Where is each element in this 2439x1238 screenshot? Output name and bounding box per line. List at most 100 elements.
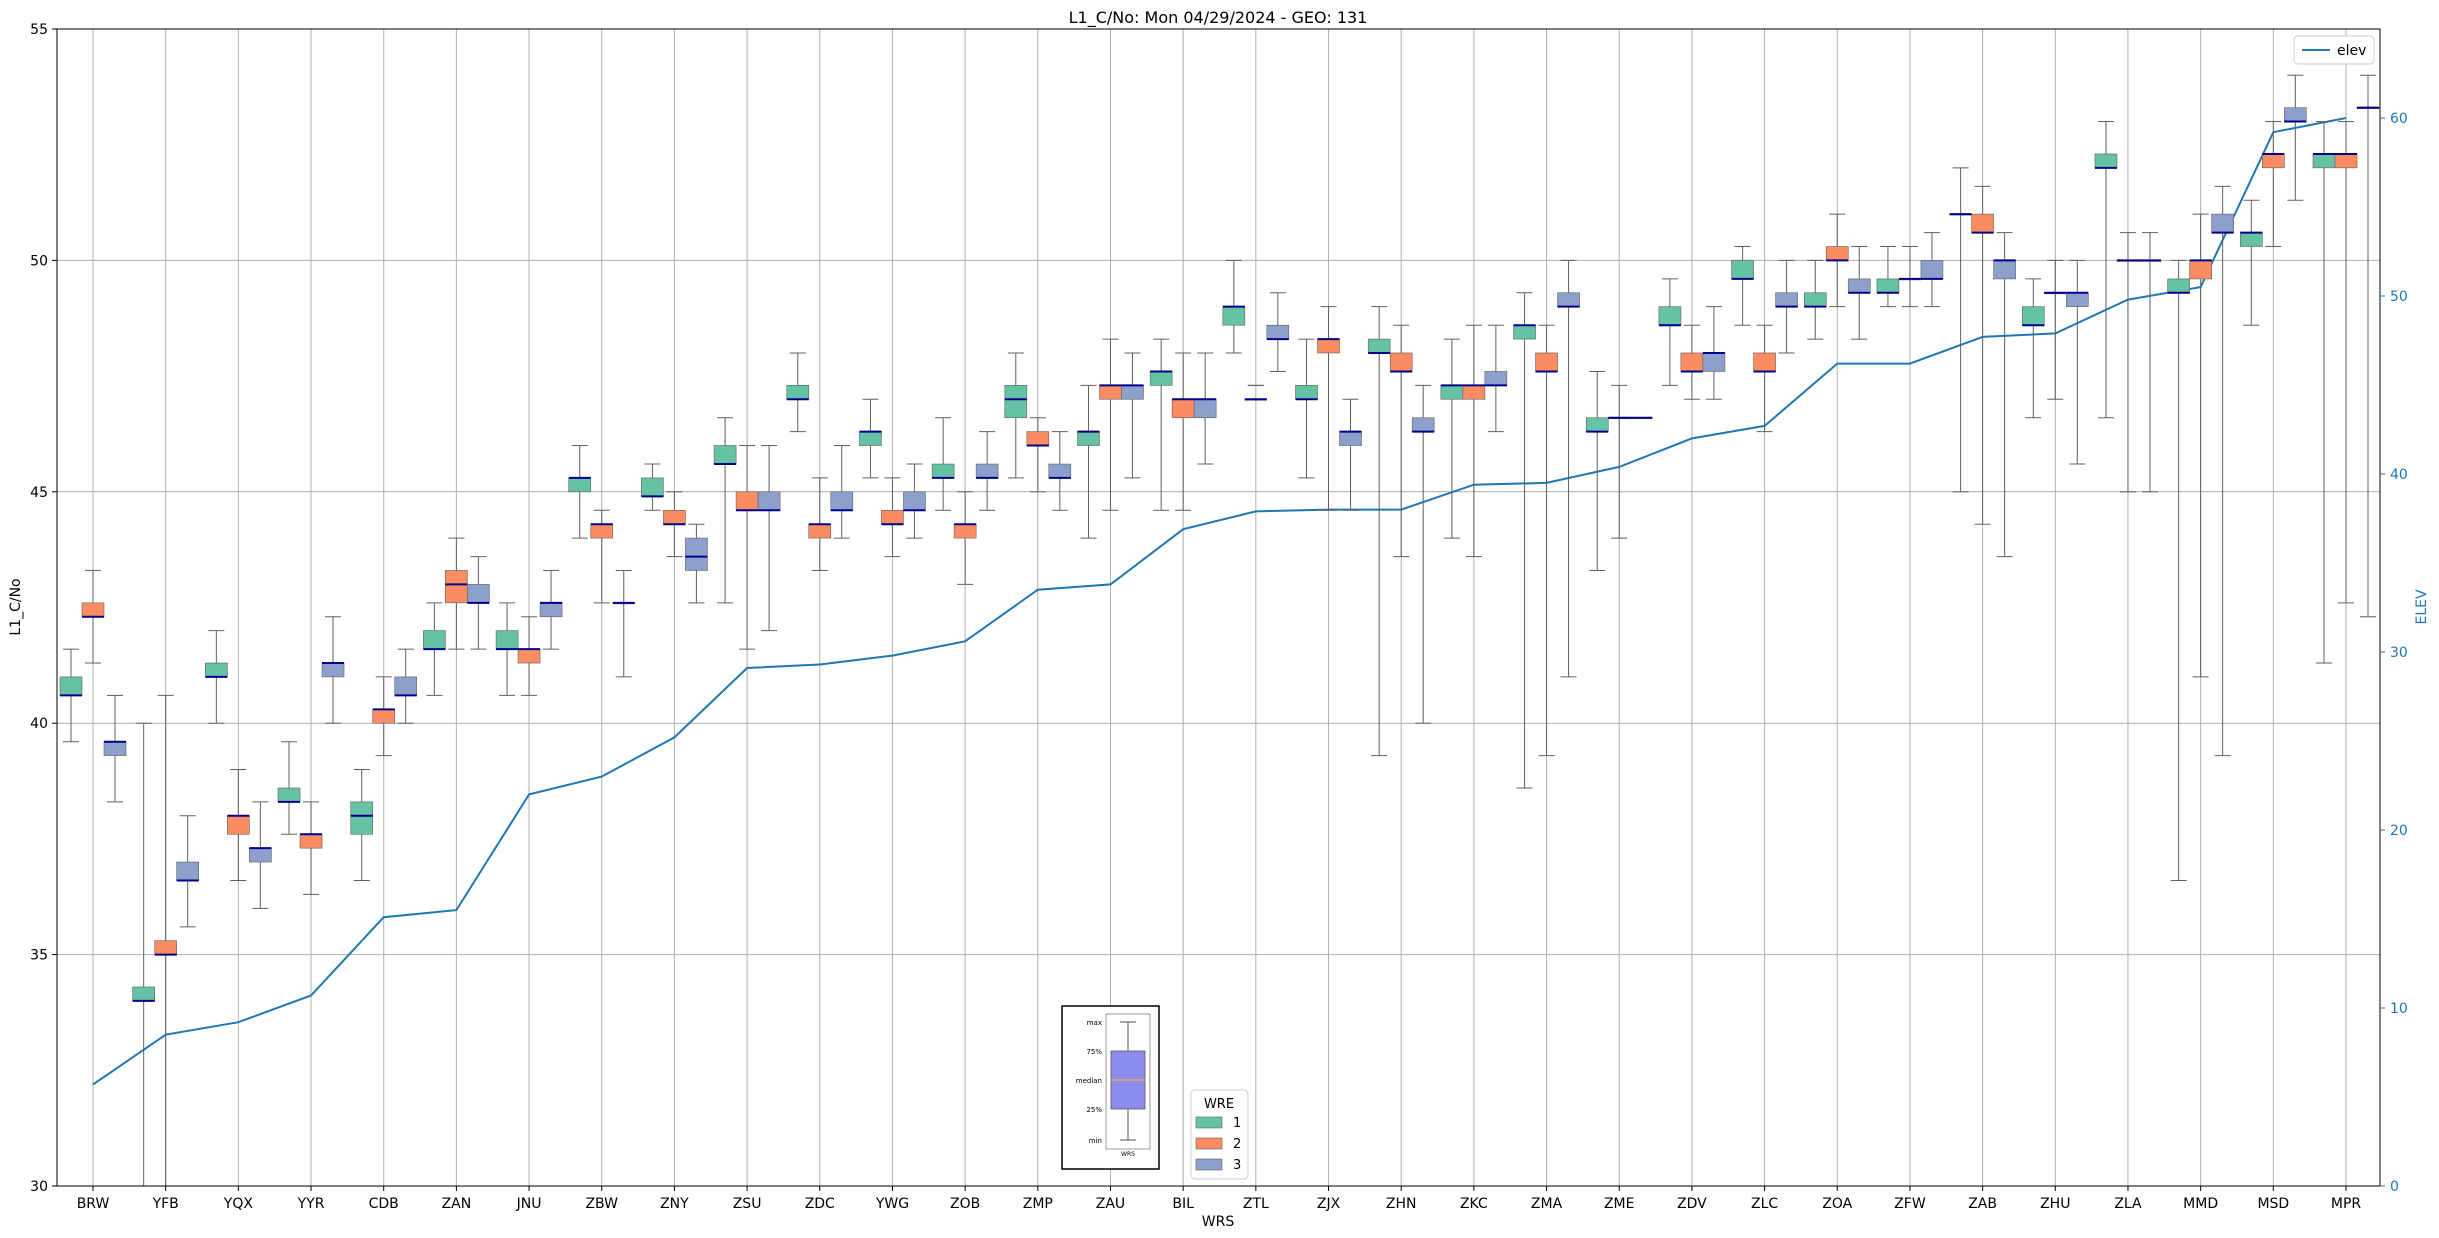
box: [1993, 260, 2016, 280]
box: [495, 630, 519, 650]
wre-legend: WRE 1 2 3: [1190, 1089, 1249, 1180]
y2-tick-label: 20: [2390, 823, 2408, 839]
box: [517, 648, 541, 664]
box: [757, 491, 781, 511]
box-series-3: [103, 74, 2380, 928]
box: [2211, 213, 2234, 233]
x-tick-label: MMD: [2183, 1196, 2218, 1212]
x-tick-label: ZAB: [1968, 1196, 1997, 1212]
box: [1295, 385, 1318, 400]
box: [249, 847, 272, 863]
wre-legend-title: WRE: [1204, 1097, 1234, 1112]
box: [1440, 385, 1464, 400]
box: [641, 477, 664, 497]
x-tick-label: ZBW: [585, 1196, 618, 1212]
x-tick-label: ZLC: [1751, 1196, 1778, 1212]
box: [1680, 352, 1704, 372]
box: [1339, 431, 1362, 446]
box: [350, 801, 374, 835]
x-tick-label: ZSU: [733, 1196, 762, 1212]
x-tick-label: CDB: [369, 1196, 399, 1212]
y-tick-label: 50: [30, 253, 48, 269]
box: [881, 510, 904, 525]
box: [1193, 398, 1217, 419]
chart-title: L1_C/No: Mon 04/29/2024 - GEO: 131: [1069, 8, 1368, 28]
box: [830, 491, 854, 511]
box: [1411, 417, 1435, 432]
x-tick-label: ZLA: [2114, 1196, 2142, 1212]
box: [1004, 385, 1028, 419]
x-tick-label: BIL: [1172, 1196, 1194, 1212]
x-tick-label: YWG: [875, 1196, 909, 1212]
box: [1121, 385, 1144, 400]
x-tick-label: MPR: [2331, 1196, 2362, 1212]
x-tick-label: ZOB: [950, 1196, 980, 1212]
box: [1077, 431, 1100, 446]
box: [1026, 431, 1050, 446]
box: [423, 630, 446, 650]
box: [1775, 292, 1798, 307]
wre-legend-label-3: 3: [1233, 1158, 1241, 1173]
box: [1484, 371, 1508, 386]
box: [1753, 352, 1776, 372]
y-tick-label: 45: [30, 485, 48, 501]
y2-axis-label: ELEV: [2414, 589, 2430, 624]
box: [1825, 246, 1849, 261]
box: [2312, 153, 2336, 169]
grid: [57, 28, 2380, 1187]
box: [1149, 371, 1173, 386]
box: [2262, 153, 2285, 169]
box: [227, 815, 250, 835]
box: [1462, 385, 1486, 400]
box: [1702, 352, 1726, 372]
x-tick-label: ZDV: [1677, 1196, 1707, 1212]
box: [205, 662, 228, 678]
x-tick-label: MSD: [2257, 1196, 2289, 1212]
key-label-q1: 25%: [1086, 1106, 1102, 1114]
box-series-1: [59, 121, 2336, 1187]
box: [953, 523, 977, 539]
box: [735, 491, 759, 511]
box: [1876, 278, 1900, 294]
box: [713, 445, 737, 465]
box: [1971, 213, 1994, 233]
x-tick-label: YFB: [152, 1196, 179, 1212]
key-label-median: median: [1076, 1077, 1102, 1085]
box: [299, 833, 323, 849]
x-tick-label: YQX: [223, 1196, 254, 1212]
box: [277, 787, 301, 803]
plot-frame: [56, 28, 2381, 1187]
elev-legend-label: elev: [2337, 43, 2366, 59]
box: [1535, 352, 1558, 372]
x-tick-label: BRW: [77, 1196, 110, 1212]
box: [2240, 232, 2263, 247]
x-tick-label: ZHN: [1386, 1196, 1417, 1212]
box: [1266, 324, 1290, 340]
box: [176, 861, 199, 881]
elev-legend: elev: [2293, 35, 2375, 65]
elev-series-line: [92, 117, 2347, 1086]
box: [394, 676, 418, 696]
x-axis: BRW YFB YQX YYR CDB ZAN JNU ZBW ZNY ZSU ZDC YWG ZOB Z…: [77, 1186, 2362, 1212]
box: [467, 584, 490, 604]
box: [154, 940, 177, 955]
x-tick-label: ZKC: [1460, 1196, 1488, 1212]
boxplots: [59, 74, 2380, 1187]
box-series-2: [81, 121, 2358, 1187]
y-tick-label: 55: [30, 22, 48, 38]
box: [2189, 260, 2212, 280]
box: [1048, 463, 1072, 479]
box: [1847, 278, 1871, 294]
y-axis: 30 35 40 45 50 55: [30, 22, 57, 1195]
box: [59, 676, 83, 696]
box: [786, 385, 810, 400]
x-tick-label: ZAU: [1096, 1196, 1125, 1212]
key-label-max: max: [1087, 1019, 1102, 1027]
y-axis-label: L1_C/No: [8, 578, 24, 635]
x-tick-label: ZMA: [1531, 1196, 1563, 1212]
box: [1658, 306, 1682, 326]
box: [321, 662, 345, 678]
box: [1731, 260, 1754, 280]
box: [1317, 338, 1340, 354]
box: [975, 463, 999, 479]
